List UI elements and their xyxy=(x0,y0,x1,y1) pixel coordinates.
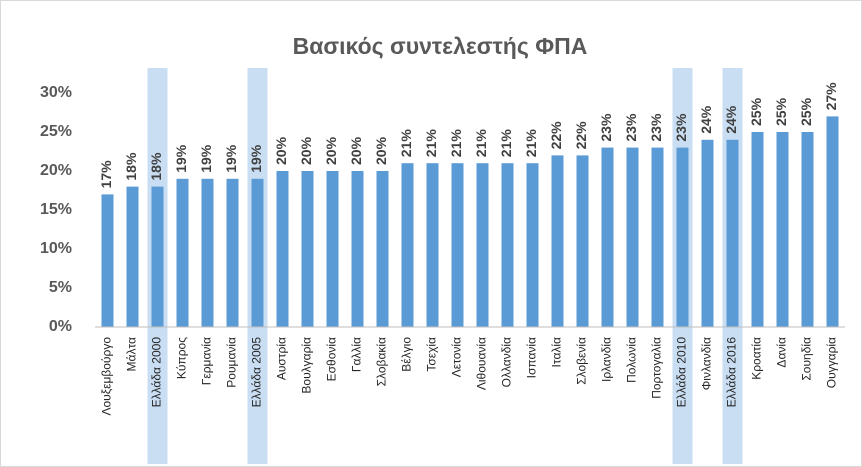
value-label: 24% xyxy=(698,105,714,134)
bar xyxy=(651,147,664,327)
x-tick-label: Σουηδία xyxy=(800,337,814,381)
bar xyxy=(501,163,514,327)
bar xyxy=(676,147,689,327)
value-label: 21% xyxy=(473,129,489,158)
x-tick-label: Φινλανδία xyxy=(700,337,714,390)
x-tick-label: Πολωνία xyxy=(625,337,639,383)
value-label: 19% xyxy=(223,144,239,173)
bar xyxy=(751,132,764,327)
bar xyxy=(426,163,439,327)
value-label: 25% xyxy=(748,97,764,126)
value-label: 21% xyxy=(423,129,439,158)
value-label: 18% xyxy=(148,152,164,181)
value-label: 25% xyxy=(773,97,789,126)
value-label: 19% xyxy=(173,144,189,173)
x-tick-label: Εσθονία xyxy=(325,337,339,381)
y-tick-label: 25% xyxy=(40,123,72,140)
bar xyxy=(551,155,564,327)
x-tick-label: Ελλάδα 2016 xyxy=(725,337,739,408)
value-label: 21% xyxy=(523,129,539,158)
bar xyxy=(326,171,339,327)
bar xyxy=(151,186,164,327)
bar xyxy=(351,171,364,327)
bar xyxy=(301,171,314,327)
bar xyxy=(726,139,739,327)
y-tick-label: 5% xyxy=(49,279,72,296)
x-tick-label: Ρουμανία xyxy=(225,337,239,388)
value-label: 22% xyxy=(548,121,564,150)
value-label: 20% xyxy=(348,136,364,165)
value-label: 24% xyxy=(723,105,739,134)
bar xyxy=(276,171,289,327)
x-tick-label: Ουγγαρία xyxy=(825,337,839,388)
x-tick-label: Ελλάδα 2005 xyxy=(250,337,264,408)
y-tick-label: 0% xyxy=(49,318,72,335)
bar xyxy=(176,178,189,327)
value-label: 19% xyxy=(198,144,214,173)
bar xyxy=(376,171,389,327)
value-label: 23% xyxy=(598,113,614,142)
chart-title: Βασικός συντελεστής ΦΠΑ xyxy=(293,33,588,59)
x-tick-label: Βουλγαρία xyxy=(300,337,314,394)
x-tick-label: Πορτογαλία xyxy=(650,337,664,399)
value-label: 27% xyxy=(823,82,839,111)
value-label: 23% xyxy=(648,113,664,142)
value-label: 18% xyxy=(123,152,139,181)
x-tick-label: Τσεχία xyxy=(425,337,439,372)
bar xyxy=(451,163,464,327)
x-tick-label: Μάλτα xyxy=(125,337,139,372)
x-tick-label: Ιρλανδία xyxy=(600,337,614,382)
value-label: 21% xyxy=(448,129,464,158)
x-tick-label: Ισπανία xyxy=(525,337,539,378)
bar xyxy=(526,163,539,327)
bar xyxy=(826,116,839,328)
x-tick-label: Κροατία xyxy=(750,337,764,380)
x-tick-label: Ολλανδία xyxy=(500,337,514,387)
x-tick-label: Γερμανία xyxy=(200,337,214,385)
bar xyxy=(476,163,489,327)
x-tick-label: Σλοβενία xyxy=(575,337,589,385)
value-label: 19% xyxy=(248,144,264,173)
value-label: 22% xyxy=(573,121,589,150)
bar xyxy=(101,194,114,327)
x-tick-label: Δανία xyxy=(775,337,789,368)
x-tick-label: Σλοβακία xyxy=(375,337,389,386)
x-tick-label: Ελλάδα 2010 xyxy=(675,337,689,408)
bar xyxy=(776,132,789,327)
value-label: 23% xyxy=(623,113,639,142)
y-tick-label: 10% xyxy=(40,240,72,257)
bar xyxy=(626,147,639,327)
value-label: 20% xyxy=(298,136,314,165)
bar xyxy=(601,147,614,327)
x-tick-label: Βέλγιο xyxy=(400,337,414,372)
y-tick-label: 20% xyxy=(40,162,72,179)
bar xyxy=(576,155,589,327)
value-label: 20% xyxy=(373,136,389,165)
y-tick-label: 30% xyxy=(40,84,72,101)
x-tick-label: Λιθουανία xyxy=(475,337,489,390)
value-label: 21% xyxy=(498,129,514,158)
x-tick-label: Ιταλία xyxy=(550,337,564,368)
bar xyxy=(801,132,814,327)
bar xyxy=(126,186,139,327)
x-tick-label: Λουξεμβούργο xyxy=(100,337,114,416)
value-label: 20% xyxy=(323,136,339,165)
value-label: 25% xyxy=(798,97,814,126)
x-tick-label: Λετονία xyxy=(450,337,464,377)
x-tick-label: Κύπρος xyxy=(175,337,189,379)
x-tick-label: Ελλάδα 2000 xyxy=(150,337,164,408)
value-label: 17% xyxy=(98,160,114,189)
x-tick-label: Γαλλία xyxy=(350,337,364,372)
bar xyxy=(201,178,214,327)
bar xyxy=(401,163,414,327)
bar xyxy=(251,178,264,327)
bar xyxy=(226,178,239,327)
value-label: 21% xyxy=(398,129,414,158)
x-tick-label: Αυστρία xyxy=(275,337,289,380)
value-label: 23% xyxy=(673,113,689,142)
y-tick-label: 15% xyxy=(40,201,72,218)
value-label: 20% xyxy=(273,136,289,165)
bar xyxy=(701,139,714,327)
